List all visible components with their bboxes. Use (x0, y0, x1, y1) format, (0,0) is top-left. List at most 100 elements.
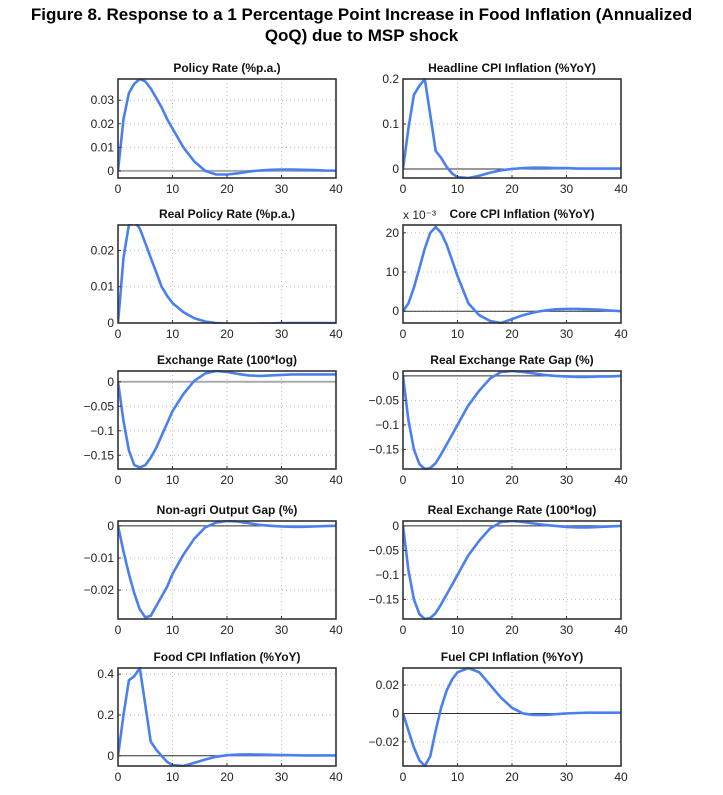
x-tick-label: 20 (505, 770, 519, 784)
y-tick-label: 20 (386, 226, 400, 240)
y-tick-label: −0.15 (369, 442, 400, 456)
y-tick-label: 0.02 (91, 117, 115, 131)
x-tick-label: 30 (560, 182, 574, 196)
y-tick-label: 0.2 (382, 72, 399, 86)
subplot-title: Real Policy Rate (%p.a.) (159, 207, 295, 221)
y-tick-label: 0 (107, 519, 114, 533)
y-tick-label: 0 (107, 316, 114, 330)
x-tick-label: 30 (275, 770, 289, 784)
subplot-title: Real Exchange Rate Gap (%) (430, 353, 593, 367)
x-tick-label: 0 (115, 473, 122, 487)
x-tick-label: 10 (451, 623, 465, 637)
x-tick-label: 10 (451, 327, 465, 341)
series-line (403, 225, 621, 324)
x-tick-label: 10 (166, 623, 180, 637)
x-tick-label: 20 (505, 623, 519, 637)
x-tick-label: 0 (400, 327, 407, 341)
y-tick-label: 0.4 (97, 667, 114, 681)
x-tick-label: 40 (329, 473, 343, 487)
subplot-title: Core CPI Inflation (%YoY) (449, 207, 594, 221)
y-tick-label: 0 (392, 369, 399, 383)
x-tick-label: 20 (220, 182, 234, 196)
x-tick-label: 10 (166, 770, 180, 784)
x-tick-label: 40 (614, 182, 628, 196)
x-tick-label: 10 (166, 327, 180, 341)
x-tick-label: 10 (451, 182, 465, 196)
y-tick-label: 0 (107, 749, 114, 763)
subplot-title: Fuel CPI Inflation (%YoY) (441, 650, 583, 664)
y-tick-label: −0.15 (369, 592, 400, 606)
y-tick-label: 0 (107, 375, 114, 389)
x-tick-label: 0 (115, 623, 122, 637)
y-tick-label: 0 (392, 706, 399, 720)
x-tick-label: 20 (505, 327, 519, 341)
y-tick-label: −0.05 (84, 399, 115, 413)
y-tick-label: 0 (392, 162, 399, 176)
y-tick-label: 0.01 (91, 140, 115, 154)
series-line (403, 667, 621, 767)
subplot-title: Food CPI Inflation (%YoY) (153, 650, 300, 664)
x-tick-label: 30 (560, 770, 574, 784)
y-tick-label: 0.02 (376, 678, 400, 692)
subplot-title: Real Exchange Rate (100*log) (428, 503, 597, 517)
y-tick-label: 0.03 (91, 93, 115, 107)
y-tick-label: −0.1 (375, 418, 399, 432)
x-tick-label: 20 (220, 327, 234, 341)
x-tick-label: 20 (505, 473, 519, 487)
subplot-title: Headline CPI Inflation (%YoY) (428, 61, 596, 75)
x-tick-label: 20 (220, 473, 234, 487)
x-tick-label: 20 (220, 770, 234, 784)
x-tick-label: 30 (560, 623, 574, 637)
subplot-4: 0 10 20 30 40 0 −0.05 −0.1 −0.15 Exchange Rate (1… (84, 353, 343, 487)
y-tick-label: 0.2 (97, 708, 114, 722)
x-tick-label: 20 (220, 623, 234, 637)
x-tick-label: 10 (451, 770, 465, 784)
y-tick-label: 0 (392, 304, 399, 318)
series-line (118, 520, 336, 619)
y-tick-label: −0.15 (84, 448, 115, 462)
x-tick-label: 40 (329, 182, 343, 196)
x-tick-label: 40 (614, 623, 628, 637)
subplot-5: 0 10 20 30 40 0 −0.05 −0.1 −0.15 Real Exchange Ra… (369, 353, 628, 487)
x-tick-label: 40 (329, 623, 343, 637)
y-tick-label: 10 (386, 265, 400, 279)
subplot-0: 0 10 20 30 40 0 0.01 0.02 0.03 Policy Rate (%p.a.… (91, 61, 343, 196)
x-tick-label: 30 (560, 473, 574, 487)
subplot-3: 0 10 20 30 40 0 10 20 Core CPI Inflation (%YoY) x… (386, 207, 628, 341)
x-tick-label: 10 (166, 473, 180, 487)
y-tick-label: 0 (107, 164, 114, 178)
figure-title-line-2: QoQ) due to MSP shock (264, 26, 459, 45)
subplot-1: 0 10 20 30 40 0 0.1 0.2 Headline CPI Inflation (… (382, 61, 628, 196)
series-line (403, 78, 621, 179)
x-tick-label: 0 (400, 623, 407, 637)
x-tick-label: 30 (275, 327, 289, 341)
subplot-7: 0 10 20 30 40 0 −0.05 −0.1 −0.15 Real Exchange Ra… (369, 503, 628, 637)
y-tick-label: 0 (392, 519, 399, 533)
subplot-9: 0 10 20 30 40 −0.02 0 0.02 Fuel CPI Inflation (%… (369, 650, 628, 784)
subplot-title: Non-agri Output Gap (%) (157, 503, 298, 517)
y-tick-label: −0.02 (369, 735, 400, 749)
x-tick-label: 0 (400, 770, 407, 784)
y-tick-label: −0.05 (369, 393, 400, 407)
x-tick-label: 40 (614, 327, 628, 341)
y-tick-label: −0.01 (84, 551, 115, 565)
x-tick-label: 30 (560, 327, 574, 341)
y-tick-label: −0.02 (84, 583, 115, 597)
x-tick-label: 10 (166, 182, 180, 196)
y-tick-label: 0.1 (382, 117, 399, 131)
series-line (118, 667, 336, 767)
x-tick-label: 40 (329, 327, 343, 341)
y-tick-label: −0.05 (369, 543, 400, 557)
subplot-6: 0 10 20 30 40 0 −0.01 −0.02 Non-agri Output Gap … (84, 503, 343, 637)
x-tick-label: 0 (115, 182, 122, 196)
y-tick-label: −0.1 (375, 568, 399, 582)
axis-scale-label: x 10⁻³ (403, 208, 436, 222)
figure-title-line-1: Figure 8. Response to a 1 Percentage Poi… (30, 5, 693, 24)
x-tick-label: 40 (329, 770, 343, 784)
subplot-8: 0 10 20 30 40 0 0.2 0.4 Food CPI Inflation (%YoY… (97, 650, 343, 784)
x-tick-label: 0 (400, 473, 407, 487)
figure-title: Figure 8. Response to a 1 Percentage Poi… (0, 4, 723, 46)
y-tick-label: 0.01 (91, 280, 115, 294)
x-tick-label: 30 (275, 473, 289, 487)
